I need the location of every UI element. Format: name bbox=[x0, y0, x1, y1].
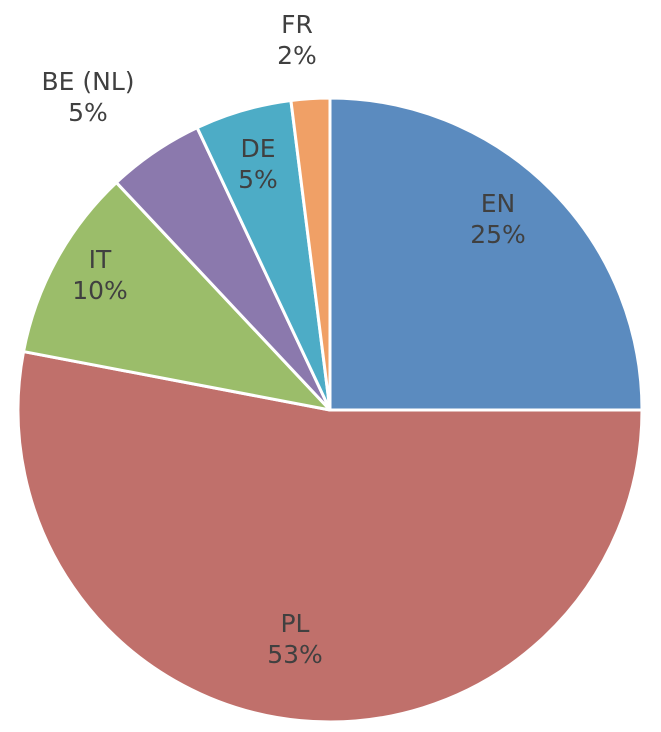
pie-slice-fr bbox=[289, 96, 332, 412]
pie-label-percent-en: 25% bbox=[470, 220, 526, 249]
pie-label-name-it: IT bbox=[89, 245, 112, 274]
pie-label-percent-it: 10% bbox=[72, 276, 128, 305]
pie-label-percent-pl: 53% bbox=[267, 640, 323, 669]
pie-label-name-pl: PL bbox=[280, 609, 309, 638]
pie-label-name-de: DE bbox=[240, 134, 275, 163]
pie-label-percent-fr: 2% bbox=[277, 41, 317, 70]
pie-slice-pl bbox=[16, 350, 644, 724]
pie-label-fr: FR2% bbox=[277, 10, 317, 70]
pie-label-percent-be-nl: 5% bbox=[68, 98, 108, 127]
slices-layer bbox=[16, 96, 644, 724]
pie-label-name-fr: FR bbox=[281, 10, 313, 39]
pie-label-be-nl: BE (NL)5% bbox=[41, 67, 134, 127]
pie-label-name-be-nl: BE (NL) bbox=[41, 67, 134, 96]
pie-label-percent-de: 5% bbox=[238, 165, 278, 194]
pie-slice-it bbox=[22, 181, 332, 412]
pie-label-de: DE5% bbox=[238, 134, 278, 194]
pie-slice-en bbox=[328, 96, 644, 412]
pie-label-name-en: EN bbox=[481, 189, 516, 218]
